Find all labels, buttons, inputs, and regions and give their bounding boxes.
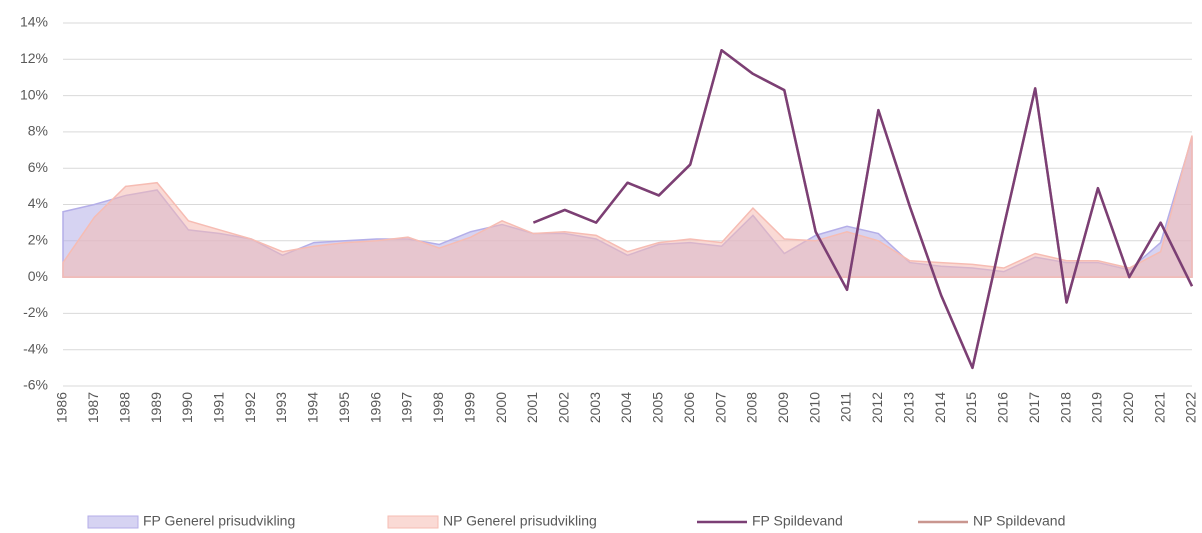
legend-label: NP Generel prisudvikling — [443, 513, 597, 529]
x-tick-label: 2019 — [1089, 392, 1105, 423]
y-tick-label: -2% — [23, 304, 48, 320]
x-tick-label: 2004 — [618, 392, 634, 423]
y-tick-label: 8% — [28, 123, 48, 139]
x-tick-label: 2005 — [650, 392, 666, 423]
x-tick-label: 2000 — [493, 392, 509, 423]
y-tick-label: 12% — [20, 50, 48, 66]
legend-item: NP Generel prisudvikling — [387, 513, 597, 529]
x-tick-label: 1990 — [179, 392, 195, 423]
legend-label: FP Generel prisudvikling — [143, 513, 295, 529]
x-tick-label: 1986 — [54, 392, 70, 423]
x-tick-label: 2016 — [995, 392, 1011, 423]
x-tick-label: 1993 — [273, 392, 289, 423]
y-tick-label: 4% — [28, 195, 48, 211]
x-tick-label: 1992 — [242, 392, 258, 423]
x-tick-label: 1987 — [85, 392, 101, 423]
x-tick-label: 1994 — [305, 392, 321, 423]
legend-swatch — [387, 515, 439, 529]
y-tick-label: 2% — [28, 232, 48, 248]
x-tick-label: 2010 — [806, 392, 822, 423]
x-tick-label: 2003 — [587, 392, 603, 423]
area — [62, 135, 1193, 278]
x-tick-label: 2011 — [838, 392, 854, 422]
legend-swatch — [87, 515, 139, 529]
legend-label: FP Spildevand — [752, 513, 843, 529]
y-tick-label: 0% — [28, 268, 48, 284]
x-tick-label: 1999 — [461, 392, 477, 423]
x-tick-label: 2020 — [1120, 392, 1136, 423]
x-tick-label: 2002 — [555, 392, 571, 423]
y-tick-label: -4% — [23, 340, 48, 356]
y-tick-label: -6% — [23, 377, 48, 393]
x-tick-label: 2014 — [932, 392, 948, 423]
x-tick-label: 2013 — [900, 392, 916, 423]
x-tick-label: 1989 — [148, 392, 164, 423]
x-tick-label: 2001 — [524, 392, 540, 423]
x-tick-label: 1996 — [367, 392, 383, 423]
x-tick-label: 2012 — [869, 392, 885, 423]
legend-label: NP Spildevand — [973, 513, 1065, 529]
x-tick-label: 1998 — [430, 392, 446, 423]
legend-item: NP Spildevand — [918, 513, 1065, 529]
x-tick-label: 1997 — [399, 392, 415, 423]
x-tick-label: 1991 — [211, 392, 227, 423]
y-tick-label: 6% — [28, 159, 48, 175]
legend-item: FP Spildevand — [697, 513, 843, 529]
y-tick-label: 14% — [20, 14, 48, 30]
x-tick-label: 2018 — [1057, 392, 1073, 423]
x-tick-label: 2017 — [1026, 392, 1042, 423]
x-tick-label: 2015 — [963, 392, 979, 423]
x-tick-label: 2006 — [681, 392, 697, 423]
legend-item: FP Generel prisudvikling — [87, 513, 295, 529]
x-tick-label: 1995 — [336, 392, 352, 423]
y-tick-label: 10% — [20, 86, 48, 102]
x-tick-label: 2009 — [775, 392, 791, 423]
x-tick-label: 2008 — [744, 392, 760, 423]
line — [532, 48, 1194, 370]
x-tick-label: 2007 — [712, 392, 728, 423]
x-tick-label: 2022 — [1183, 392, 1199, 423]
x-tick-label: 2021 — [1151, 392, 1167, 423]
x-tick-label: 1988 — [116, 392, 132, 423]
